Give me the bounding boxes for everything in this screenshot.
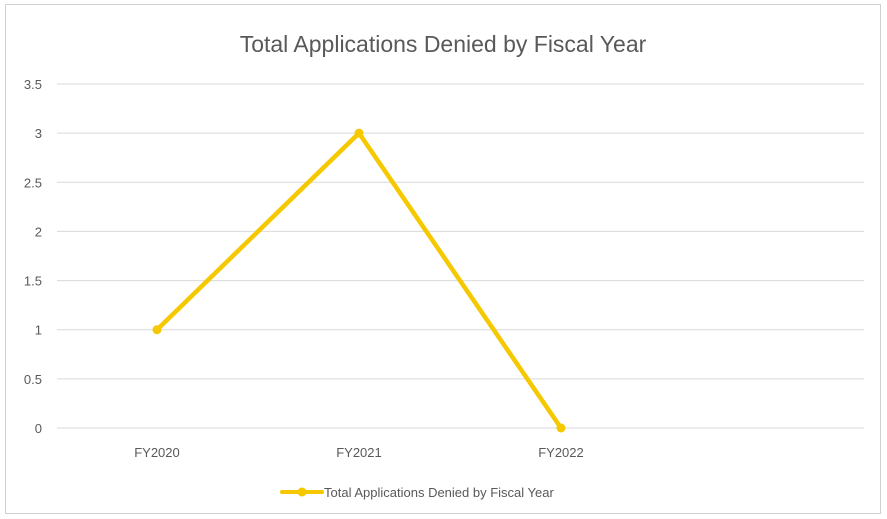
x-tick-label: FY2022 [538, 445, 584, 460]
legend-label: Total Applications Denied by Fiscal Year [324, 485, 554, 500]
x-tick-label: FY2020 [134, 445, 180, 460]
y-tick-label: 1 [35, 323, 42, 338]
y-tick-label: 1.5 [24, 274, 42, 289]
gridlines [57, 83, 864, 429]
y-axis-ticks: 0 0.5 1 1.5 2 2.5 3 3.5 [24, 77, 42, 436]
y-tick-label: 0 [35, 421, 42, 436]
y-tick-label: 2.5 [24, 175, 42, 190]
data-point [354, 128, 364, 138]
chart-title: Total Applications Denied by Fiscal Year [240, 31, 647, 57]
y-tick-label: 3 [35, 126, 42, 141]
y-tick-label: 3.5 [24, 77, 42, 92]
data-point [152, 325, 162, 335]
data-point [556, 423, 566, 433]
series-layer [152, 128, 566, 433]
legend-dot-marker [297, 487, 307, 497]
x-tick-label: FY2021 [336, 445, 382, 460]
legend: Total Applications Denied by Fiscal Year [280, 485, 554, 500]
x-axis-ticks: FY2020 FY2021 FY2022 [134, 445, 584, 460]
y-tick-label: 2 [35, 224, 42, 239]
y-tick-label: 0.5 [24, 372, 42, 387]
